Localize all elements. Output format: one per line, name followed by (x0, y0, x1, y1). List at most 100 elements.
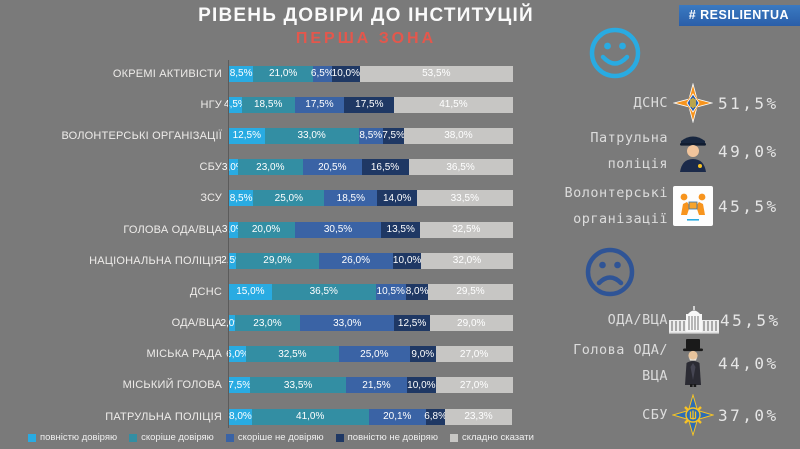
bar-segment: 17,5% (294, 96, 345, 113)
bar-segment: 4,5% (224, 96, 247, 113)
chart-row: ПАТРУЛЬНА ПОЛІЦІЯ 8,0% 41,0% 20,1% 6,8% 23,3% (0, 401, 556, 432)
bar-segment: 14,0% (377, 190, 418, 207)
legend-item: скоріше не довіряю (225, 432, 324, 443)
summary-value: 49,0% (718, 141, 779, 161)
legend-swatch (28, 433, 36, 442)
bar-segment: 6,8% (424, 408, 447, 425)
bar-segment: 8,5% (358, 127, 383, 144)
category-label: ПАТРУЛЬНА ПОЛІЦІЯ (105, 410, 222, 423)
summary-value: 44,0% (718, 353, 779, 373)
category-label: МІСЬКИЙ ГОЛОВА (122, 379, 222, 392)
bar-segment: 41,5% (394, 96, 513, 113)
bar-segment: 29,0% (429, 315, 513, 332)
chart-row: ГОЛОВА ОДА/ВЦА 3,0% 20,0% 30,5% 13,5% 32,5% (0, 214, 556, 245)
header: РІВЕНЬ ДОВІРИ ДО ІНСТИТУЦІЙ ПЕРША ЗОНА (86, 5, 646, 48)
bar-segment: 33,0% (264, 127, 359, 144)
bar-segment: 12,5% (229, 127, 265, 144)
summary-panel: ДСНС 51,5% Патрульна поліція (560, 0, 800, 449)
legend-label: повністю не довіряю (347, 432, 438, 443)
legend-item: скоріше довіряю (129, 432, 214, 443)
bar-segment: 6,0% (226, 346, 249, 363)
summary-value: 51,5% (718, 93, 779, 113)
bar-stack: 15,0% 36,5% 10,5% 8,0% 29,5% (229, 283, 513, 300)
chart-row: МІСЬКА РАДА 6,0% 32,5% 25,0% 9,0% 27,0% (0, 339, 556, 370)
resilientua-badge: # RESILIENTUA (678, 5, 800, 26)
bar-segment: 33,0% (300, 315, 395, 332)
summary-label: Голова ОДА/ВЦА (573, 342, 668, 384)
bar-segment: 26,0% (318, 252, 393, 269)
bar-segment: 21,0% (253, 65, 314, 82)
legend-swatch (129, 433, 138, 442)
chart-axis-line (228, 60, 229, 428)
bar-stack: 3,0% 20,0% 30,5% 13,5% 32,5% (222, 221, 513, 238)
bar-segment: 32,5% (246, 346, 339, 363)
bar-segment: 2,5% (221, 252, 244, 269)
sbu-badge-icon (668, 394, 718, 436)
bar-segment: 17,5% (344, 96, 395, 113)
happy-face-icon (588, 26, 642, 84)
bar-segment: 33,5% (250, 377, 346, 394)
summary-row-sbu: СБУ 37,0% (560, 394, 800, 436)
badge-hash: # (688, 8, 697, 22)
bar-segment: 2,0% (220, 315, 243, 332)
bar-segment: 23,0% (234, 315, 301, 332)
badge-name: RESILIENT (700, 8, 770, 22)
bar-segment: 29,0% (236, 252, 319, 269)
bar-stack: 6,0% 32,5% 25,0% 9,0% 27,0% (226, 346, 513, 363)
bar-segment: 30,5% (294, 221, 382, 238)
bar-segment: 18,5% (324, 190, 378, 207)
bar-segment: 53,5% (360, 65, 513, 82)
category-label: ДСНС (189, 285, 222, 298)
bar-segment: 8,0% (405, 283, 429, 300)
bar-segment: 32,0% (421, 252, 513, 269)
bar-segment: 10,0% (392, 252, 422, 269)
bar-segment: 20,5% (303, 159, 362, 176)
category-label: ГОЛОВА ОДА/ВЦА (123, 223, 222, 236)
bar-segment: 20,1% (368, 408, 426, 425)
bar-segment: 15,0% (229, 283, 272, 300)
summary-label: Волонтерські організації (564, 185, 668, 227)
bar-segment: 27,0% (435, 346, 513, 363)
bar-stack: 12,5% 33,0% 8,5% 7,5% 38,0% (229, 127, 513, 144)
bar-stack: 2,0% 23,0% 33,0% 12,5% 29,0% (220, 315, 513, 332)
bar-segment: 6,5% (311, 65, 334, 82)
category-label: СБУ (199, 161, 222, 174)
bar-segment: 8,5% (229, 65, 254, 82)
bar-segment: 27,0% (435, 377, 513, 394)
summary-row-volunteers: Волонтерські організації 45,5% (560, 180, 800, 232)
trust-bar-chart: ОКРЕМІ АКТИВІСТИ 8,5% 21,0% 6,5% 10,0% 53,5% Н… (0, 58, 556, 432)
summary-label: Патрульна поліція (590, 130, 668, 172)
category-label: ОДА/ВЦА (171, 317, 222, 330)
legend-swatch (449, 433, 458, 442)
chart-row: ДСНС 15,0% 36,5% 10,5% 8,0% 29,5% (0, 276, 556, 307)
bar-stack: 4,5% 18,5% 17,5% 17,5% 41,5% (224, 96, 513, 113)
dsns-badge-icon (668, 83, 718, 123)
bar-segment: 10,0% (331, 65, 361, 82)
category-label: ОКРЕМІ АКТИВІСТИ (112, 67, 222, 80)
category-label: НАЦІОНАЛЬНА ПОЛІЦІЯ (89, 254, 222, 267)
page-subtitle: ПЕРША ЗОНА (295, 30, 437, 47)
bar-segment: 3,0% (222, 159, 245, 176)
bar-segment: 29,5% (428, 283, 513, 300)
bar-segment: 23,3% (445, 408, 512, 425)
bar-segment: 21,5% (345, 377, 408, 394)
chart-row: ВОЛОНТЕРСЬКІ ОРГАНІЗАЦІЇ 12,5% 33,0% 8,5% 7,… (0, 120, 556, 151)
legend-label: повністю довіряю (40, 432, 118, 443)
chart-row: ОКРЕМІ АКТИВІСТИ 8,5% 21,0% 6,5% 10,0% 53,5% (0, 58, 556, 89)
chart-row: НАЦІОНАЛЬНА ПОЛІЦІЯ 2,5% 29,0% 26,0% 10,0% 32… (0, 245, 556, 276)
bar-stack: 8,5% 21,0% 6,5% 10,0% 53,5% (229, 65, 513, 82)
bar-segment: 25,0% (253, 190, 325, 207)
sad-face-icon (584, 246, 636, 302)
chart-rows: ОКРЕМІ АКТИВІСТИ 8,5% 21,0% 6,5% 10,0% 53,5% Н… (0, 58, 556, 432)
summary-label: СБУ (642, 407, 668, 423)
summary-value: 45,5% (718, 196, 779, 216)
category-label: ЗСУ (200, 192, 222, 205)
bar-segment: 36,5% (271, 283, 376, 300)
chart-row: МІСЬКИЙ ГОЛОВА 7,5% 33,5% 21,5% 10,0% 27,0% (0, 370, 556, 401)
legend-label: складно сказати (461, 432, 534, 443)
bar-segment: 10,0% (407, 377, 436, 394)
chart-row: СБУ 3,0% 23,0% 20,5% 16,5% 36,5% (0, 152, 556, 183)
bar-segment: 7,5% (228, 377, 251, 394)
summary-row-patrol-police: Патрульна поліція 49,0% (560, 126, 800, 176)
